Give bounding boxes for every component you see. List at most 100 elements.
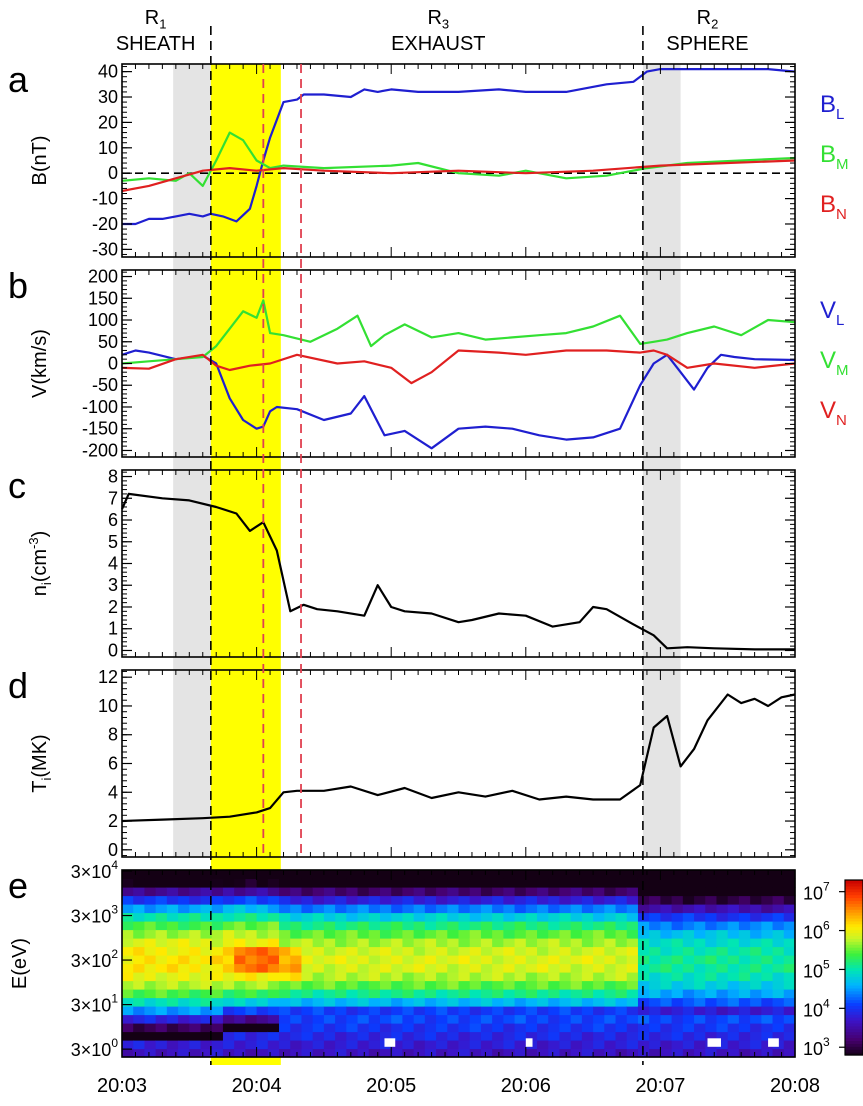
heatmap-cell [772,955,785,965]
heatmap-cell [166,963,179,973]
heatmap-cell [122,878,134,888]
tick-exp: 3 [111,903,118,917]
heatmap-cell [222,1006,235,1016]
colorbar-cell [845,1022,863,1027]
heatmap-cell [323,870,336,880]
heatmap-cell [200,972,213,982]
heatmap-cell [682,938,695,948]
colorbar-cell [845,944,863,948]
heatmap-cell [637,912,650,922]
heatmap-cell [368,895,381,905]
heatmap-cell [761,1023,774,1033]
heatmap-cell [222,887,235,897]
heatmap-cell [447,1031,460,1041]
heatmap-cell [234,989,246,999]
heatmap-cell [671,895,684,905]
heatmap-cell [357,938,370,948]
heatmap-cell [537,1040,549,1050]
heatmap-cell [671,1040,684,1050]
heatmap-cell [279,929,291,939]
heatmap-cell [593,912,605,922]
time-tick-label: 20:04 [232,1075,282,1097]
heatmap-cell [346,938,359,948]
heatmap-cell [480,895,493,905]
heatmap-cell [133,887,146,897]
heatmap-cell [738,1040,751,1050]
heatmap-cell [301,980,314,990]
colorbar-tick-label: 105 [803,957,830,981]
heatmap-cell [166,929,179,939]
heatmap-cell [402,1040,415,1050]
heatmap-cell [581,972,594,982]
heatmap-cell [211,1014,224,1024]
heatmap-cell [727,1014,740,1024]
heatmap-cell [267,921,280,931]
heatmap-cell [155,1048,168,1058]
heatmap-cell [234,904,246,914]
heatmap-cell [671,870,684,880]
heatmap-cell [761,946,774,956]
heatmap-cell [458,887,471,897]
heatmap-cell [671,921,684,931]
heatmap-cell [323,921,336,931]
heatmap-cell [671,878,684,888]
heatmap-cell [604,989,617,999]
heatmap-cell [222,963,235,973]
heatmap-cell [761,1006,774,1016]
heatmap-cell [245,1006,258,1016]
heatmap-cell [166,1048,179,1058]
heatmap-cell [514,989,527,999]
colorbar-cell [845,996,863,1001]
heatmap-cell [256,1031,269,1041]
heatmap-cell [245,870,258,880]
colorbar-tick-label: 103 [803,1035,830,1059]
heatmap-cell [548,904,561,914]
heatmap-cell [368,980,381,990]
colorbar-cell [845,912,863,916]
heatmap-cell [604,1031,617,1041]
heatmap-cell [222,946,235,956]
heatmap-cell [581,904,594,914]
heatmap-cell [581,887,594,897]
heatmap-cell [716,989,729,999]
heatmap-cell [178,1031,190,1041]
heatmap-cell [458,955,471,965]
panel-letter-c: c [8,465,26,506]
heatmap-cell [211,955,224,965]
heatmap-gap [707,1038,721,1047]
heatmap-cell [234,1048,246,1058]
heatmap-cell [772,904,785,914]
heatmap-cell [649,929,661,939]
heatmap-cell [458,870,471,880]
heatmap-cell [727,878,740,888]
heatmap-cell [570,887,583,897]
heatmap-cell [761,904,774,914]
y-tick-label: 30 [98,87,118,107]
heatmap-cell [234,955,246,965]
heatmap-cell [559,980,572,990]
heatmap-cell [492,878,504,888]
region-label-2-main: R [427,7,441,29]
heatmap-cell [503,878,516,888]
heatmap-cell [492,938,504,948]
heatmap-cell [166,870,179,880]
heatmap-cell [761,887,774,897]
colorbar-cell [845,932,863,937]
heatmap-cell [189,1014,202,1024]
heatmap-cell [525,972,538,982]
heatmap-cell [727,980,740,990]
heatmap-cell [402,904,415,914]
cbar-exp: 5 [823,957,830,971]
heatmap-cell [279,972,291,982]
heatmap-cell [279,1040,291,1050]
y-tick-label: 50 [98,332,118,352]
heatmap-cell [211,1048,224,1058]
heatmap-cell [514,980,527,990]
heatmap-cell [368,989,381,999]
heatmap-cell [772,1014,785,1024]
heatmap-cell [290,938,303,948]
heatmap-cell [144,878,157,888]
heatmap-cell [178,1023,190,1033]
y-tick-label: 0 [108,840,118,860]
y-tick-label: 3×101 [71,992,119,1016]
